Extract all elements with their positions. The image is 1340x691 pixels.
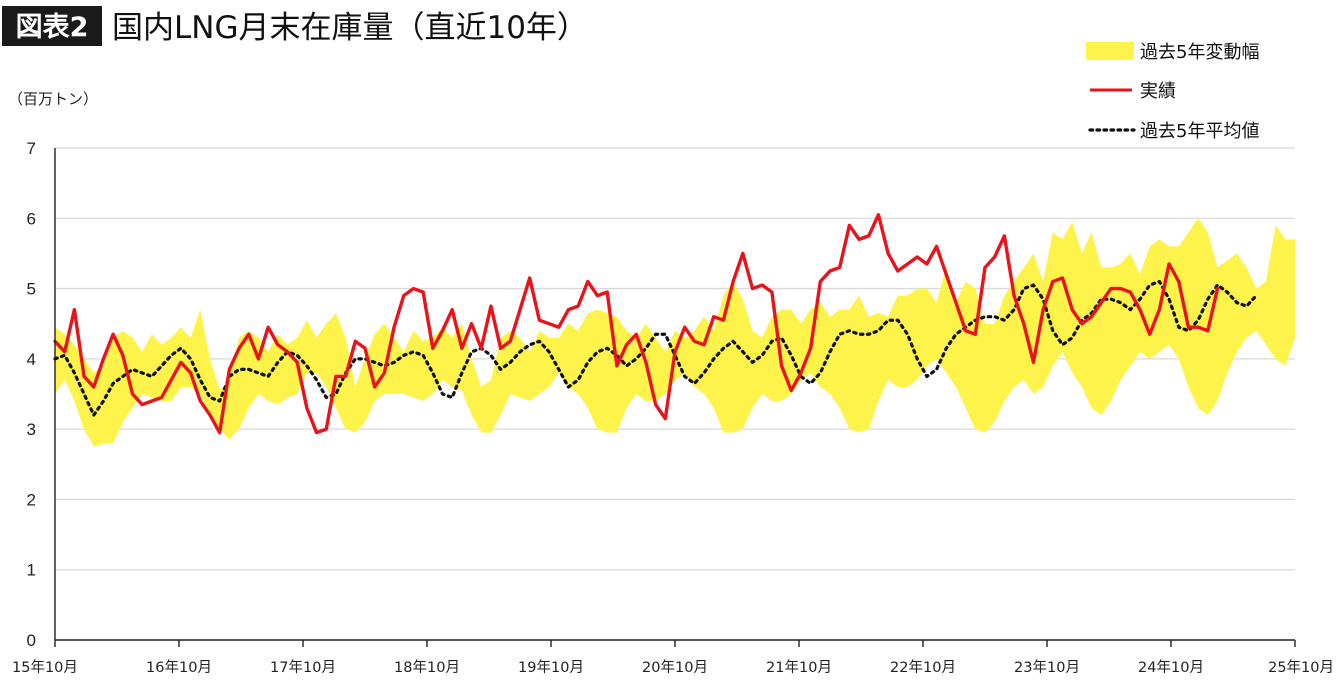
x-tick-label: 17年10月 <box>270 659 336 676</box>
average-series <box>53 279 1258 417</box>
x-tick-label: 15年10月 <box>12 659 78 676</box>
band-layer <box>55 218 1295 447</box>
x-tick-label: 23年10月 <box>1014 659 1080 676</box>
y-tick-label: 1 <box>27 561 36 580</box>
y-tick-label: 2 <box>27 490 36 509</box>
y-tick-label: 0 <box>27 631 36 650</box>
y-tick-label: 3 <box>27 420 36 439</box>
legend: 過去5年変動幅 実績 過去5年平均値 <box>1086 42 1259 142</box>
x-tick-label: 22年10月 <box>890 659 956 676</box>
legend-label-band: 過去5年変動幅 <box>1140 42 1259 63</box>
y-tick-label: 4 <box>27 350 36 369</box>
chart-title: 国内LNG月末在庫量（直近10年） <box>112 10 588 46</box>
title-badge-bg <box>2 6 102 46</box>
x-tick-label: 21年10月 <box>766 659 832 676</box>
band-area <box>55 218 1295 447</box>
y-tick-label: 7 <box>27 139 36 158</box>
legend-swatch-band <box>1086 42 1134 60</box>
legend-label-actual: 実績 <box>1140 81 1176 102</box>
x-tick-label: 25年10月 <box>1268 659 1334 676</box>
y-tick-label: 6 <box>27 209 36 228</box>
x-tick-label: 24年10月 <box>1138 659 1204 676</box>
y-axis-unit-label: （百万トン） <box>8 90 98 108</box>
actual-series <box>53 213 1220 435</box>
y-tick-label: 5 <box>27 280 36 299</box>
x-tick-label: 20年10月 <box>642 659 708 676</box>
x-tick-label: 19年10月 <box>518 659 584 676</box>
average-line <box>53 279 1258 417</box>
axes <box>54 148 1296 647</box>
x-tick-label: 16年10月 <box>146 659 212 676</box>
legend-label-average: 過去5年平均値 <box>1140 121 1259 142</box>
y-tick-labels: 0 1 2 3 4 5 6 7 <box>27 139 36 650</box>
x-tick-label: 18年10月 <box>394 659 460 676</box>
title-badge: 図表2 <box>16 12 89 43</box>
chart-header: 図表2 国内LNG月末在庫量（直近10年） <box>2 6 588 46</box>
actual-line <box>53 213 1220 435</box>
x-tick-labels: 15年10月 16年10月 17年10月 18年10月 19年10月 20年10月 21年1… <box>12 659 1334 676</box>
